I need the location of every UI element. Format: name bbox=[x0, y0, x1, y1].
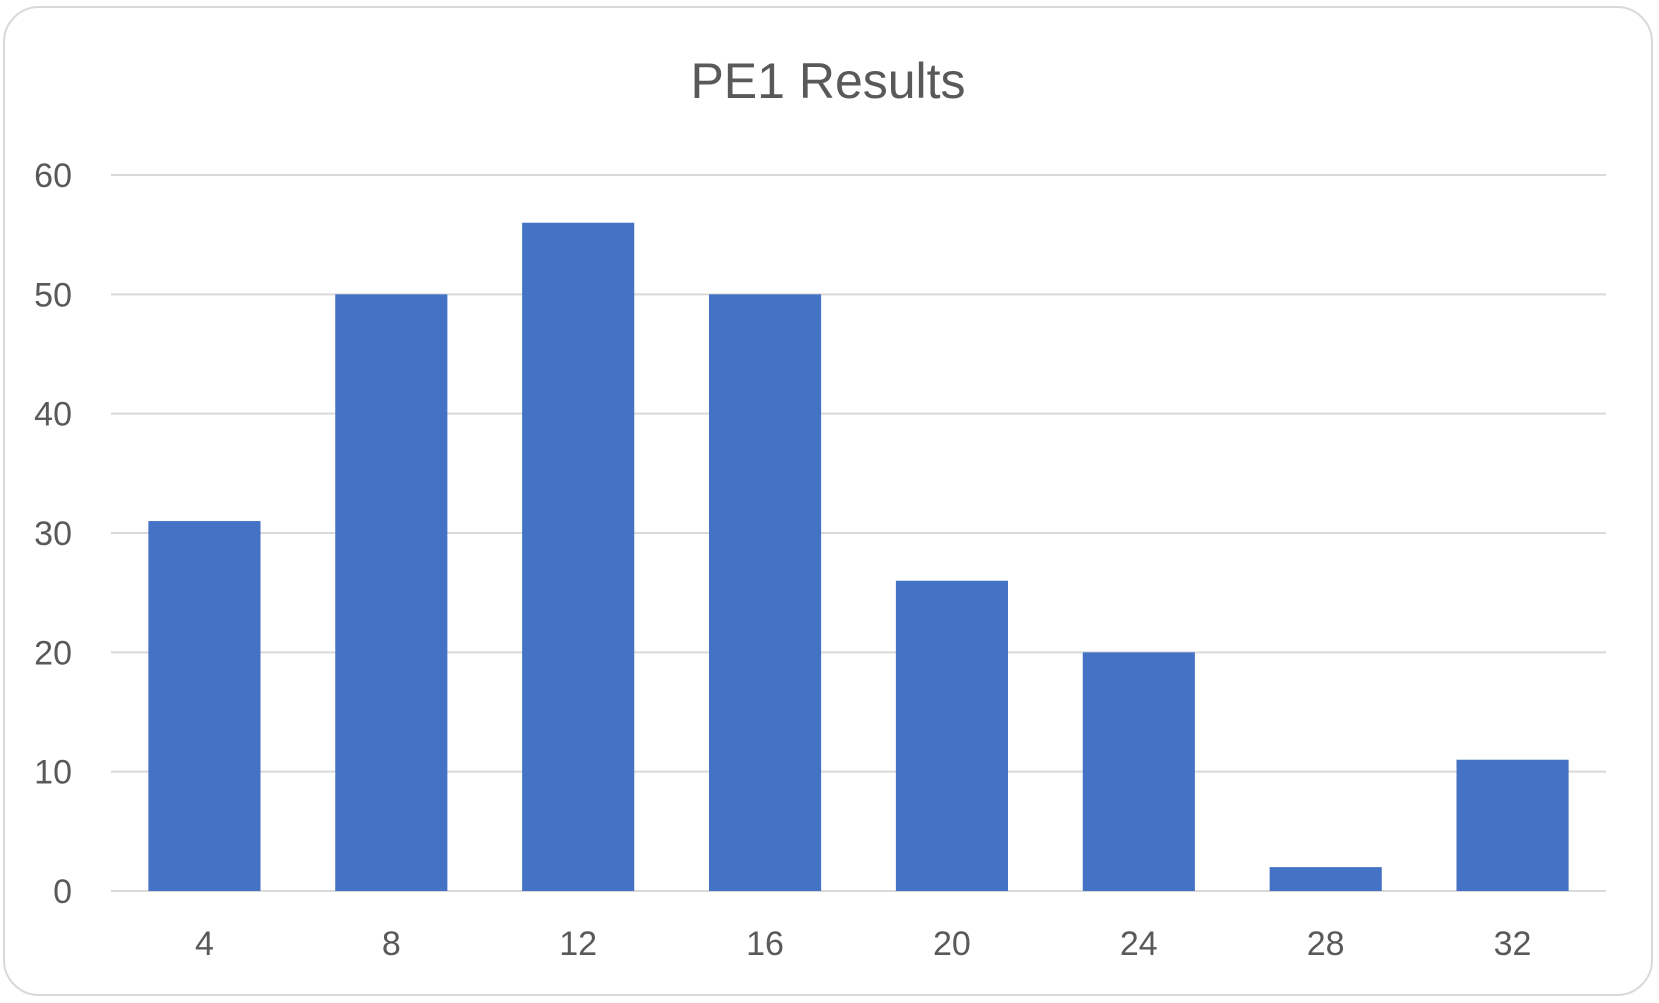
bar-12 bbox=[522, 223, 634, 891]
x-tick-label: 8 bbox=[382, 925, 401, 963]
bar-28 bbox=[1270, 867, 1382, 891]
y-tick-label: 0 bbox=[53, 873, 72, 911]
bar-20 bbox=[896, 581, 1008, 891]
x-tick-label: 12 bbox=[559, 925, 597, 963]
x-tick-label: 4 bbox=[195, 925, 214, 963]
x-tick-label: 28 bbox=[1307, 925, 1345, 963]
chart-title: PE1 Results bbox=[690, 53, 965, 109]
x-tick-label: 20 bbox=[933, 925, 971, 963]
bar-16 bbox=[709, 294, 821, 891]
bar-4 bbox=[148, 521, 260, 891]
y-tick-label: 30 bbox=[34, 515, 72, 553]
y-tick-label: 50 bbox=[34, 276, 72, 314]
bars bbox=[148, 223, 1568, 891]
x-axis-tick-labels: 4 8 12 16 20 24 28 32 bbox=[195, 925, 1532, 963]
x-tick-label: 24 bbox=[1120, 925, 1158, 963]
bar-8 bbox=[335, 294, 447, 891]
bar-24 bbox=[1083, 652, 1195, 891]
x-tick-label: 32 bbox=[1494, 925, 1532, 963]
bar-32 bbox=[1457, 760, 1569, 891]
y-tick-label: 10 bbox=[34, 754, 72, 792]
y-axis-tick-labels: 0 10 20 30 40 50 60 bbox=[34, 157, 72, 911]
y-tick-label: 60 bbox=[34, 157, 72, 195]
y-tick-label: 20 bbox=[34, 634, 72, 672]
y-tick-label: 40 bbox=[34, 396, 72, 434]
x-tick-label: 16 bbox=[746, 925, 784, 963]
